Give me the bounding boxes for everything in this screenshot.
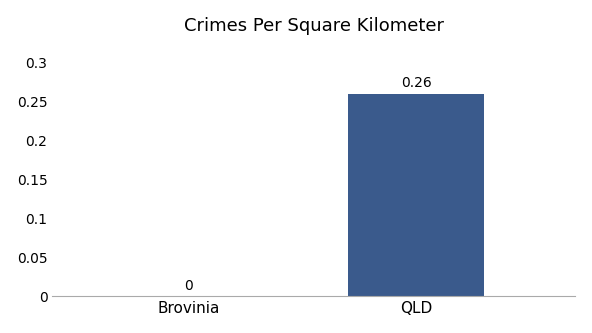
Title: Crimes Per Square Kilometer: Crimes Per Square Kilometer xyxy=(184,17,444,35)
Text: 0: 0 xyxy=(184,279,193,293)
Text: 0.26: 0.26 xyxy=(401,76,432,90)
Bar xyxy=(348,94,484,296)
